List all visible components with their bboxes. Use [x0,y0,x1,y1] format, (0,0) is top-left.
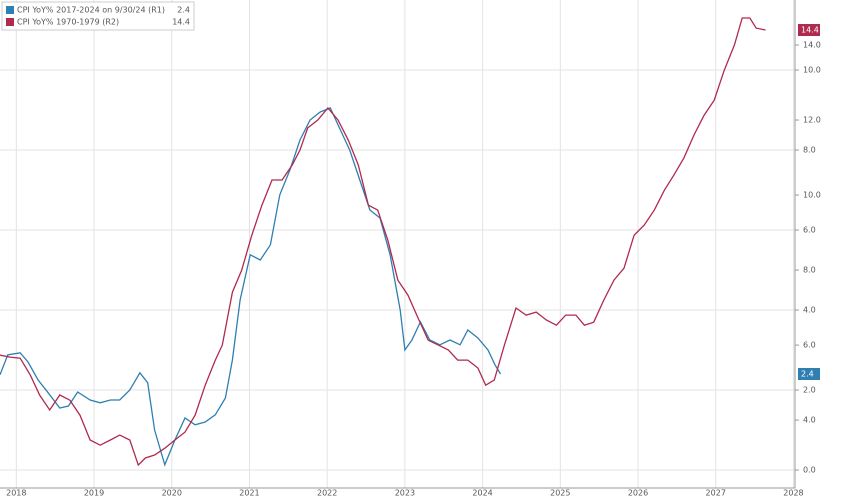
legend-box [1,1,195,31]
x-tick-label: 2019 [84,489,104,498]
x-tick-label: 2021 [239,489,259,498]
x-tick-label: 2023 [395,489,415,498]
x-tick-label: 2027 [706,489,726,498]
x-tick-label: 2022 [317,489,337,498]
y-tick-label: 10.0 [803,66,821,75]
series-line [0,17,766,467]
last-value-badge [798,24,820,37]
y2-tick-label: 10.0 [803,191,821,200]
x-tick-label: 2028 [783,489,803,498]
legend: CPI YoY% 2017-2024 on 9/30/24 (R1) 2.4 CPI… [1,1,195,31]
y-tick-label: 0.0 [803,466,816,475]
legend-swatch [6,18,14,26]
last-value-badge [798,368,820,380]
legend-value: 14.4 [172,18,190,27]
x-tick-label: 2026 [628,489,648,498]
x-tick-label: 2024 [472,489,492,498]
y2-tick-label: 14.0 [803,41,821,50]
y-tick-label: 4.0 [803,306,816,315]
y-tick-label: 6.0 [803,226,816,235]
x-tick-label: 2018 [6,489,26,498]
y2-tick-label: 12.0 [803,116,821,125]
last-value-label: 2.4 [801,370,814,379]
y2-tick-label: 6.0 [803,341,816,350]
x-tick-label: 2025 [550,489,570,498]
legend-label: CPI YoY% 1970-1979 (R2) [17,18,119,27]
y2-tick-label: 8.0 [803,266,816,275]
y-tick-label: 2.0 [803,386,816,395]
legend-swatch [6,6,14,14]
y-tick-label: 8.0 [803,146,816,155]
legend-value: 2.4 [177,6,190,15]
legend-label: CPI YoY% 2017-2024 on 9/30/24 (R1) [17,6,165,15]
y2-tick-label: 4.0 [803,416,816,425]
last-value-label: 14.4 [801,26,819,35]
x-tick-label: 2020 [162,489,182,498]
